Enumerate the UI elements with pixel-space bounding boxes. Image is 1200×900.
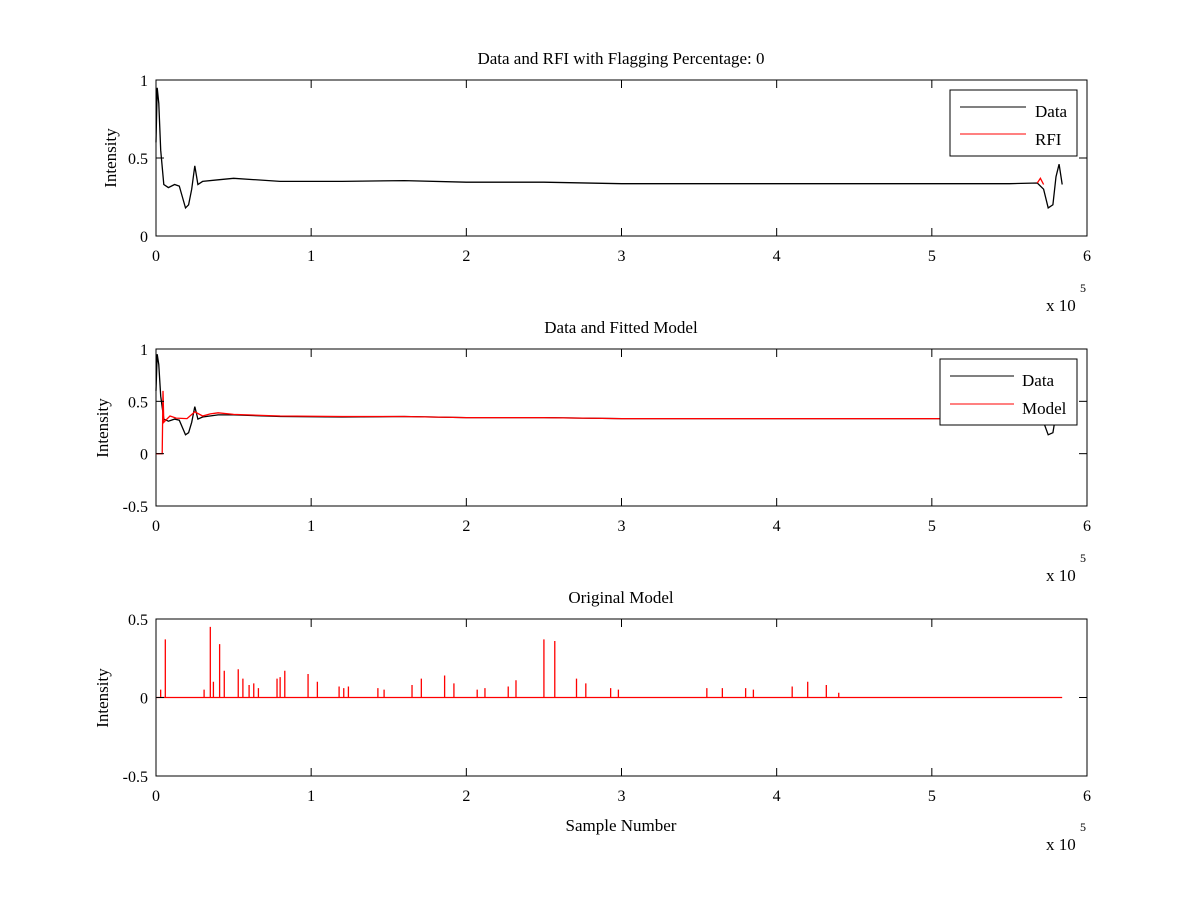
chart-3-ticks: 0 1 2 3 4 5 6-0.500.5	[123, 612, 1091, 805]
chart-1-ylabel: Intensity	[101, 128, 120, 188]
chart-3-ytick-label: -0.5	[123, 769, 148, 786]
chart-3-x-multiplier: x 10 5	[1046, 820, 1086, 854]
chart-2-legend: Data Model	[939, 358, 1078, 426]
chart-2-ytick-label: -0.5	[123, 499, 148, 516]
chart-2-legend-label-data: Data	[1022, 371, 1055, 390]
chart-1-ytick-label: 1	[140, 73, 148, 90]
chart-2-legend-box	[939, 358, 1078, 426]
chart-2-x-multiplier-exponent: 5	[1080, 551, 1086, 565]
chart-1-legend: Data RFI	[949, 89, 1078, 157]
chart-2-series-model-line	[156, 390, 1063, 455]
chart-1-data-layer	[155, 87, 1063, 210]
chart-3-title: Original Model	[568, 588, 674, 607]
chart-1-legend-box	[949, 89, 1078, 157]
chart-panel-2: 0 1 2 3 4 5 6-0.500.51 Data and Fitted Model I…	[93, 318, 1091, 585]
chart-3-x-multiplier-exponent: 5	[1080, 820, 1086, 834]
chart-1-axes-box	[155, 79, 1088, 237]
chart-3-xtick-label: 1	[307, 788, 315, 805]
chart-1-legend-label-data: Data	[1035, 102, 1068, 121]
chart-3-xtick-label: 4	[773, 788, 781, 805]
chart-1-xtick-label: 1	[307, 248, 315, 265]
chart-2-ytick-label: 0.5	[128, 394, 148, 411]
chart-3-xtick-label: 3	[618, 788, 626, 805]
chart-2-x-multiplier-base: x 10	[1046, 566, 1076, 585]
chart-1-xtick-label: 0	[152, 248, 160, 265]
chart-3-xtick-label: 2	[462, 788, 470, 805]
chart-2-title: Data and Fitted Model	[544, 318, 698, 337]
chart-2-xtick-label: 3	[618, 518, 626, 535]
chart-2-x-multiplier: x 10 5	[1046, 551, 1086, 585]
chart-1-xtick-label: 6	[1083, 248, 1091, 265]
chart-panel-3: 0 1 2 3 4 5 6-0.500.5 Original Model Intensity…	[93, 588, 1091, 854]
chart-3-series-model-line	[156, 626, 1063, 699]
chart-1-ticks: 0 1 2 3 4 5 6 0 0.5 1	[128, 73, 1091, 265]
chart-2-xtick-label: 2	[462, 518, 470, 535]
chart-3-xtick-label: 0	[152, 788, 160, 805]
chart-2-xtick-label: 0	[152, 518, 160, 535]
chart-1-xtick-label: 3	[618, 248, 626, 265]
chart-1-xtick-label: 5	[928, 248, 936, 265]
chart-2-ylabel: Intensity	[93, 398, 112, 458]
chart-2-ytick-label: 0	[140, 447, 148, 464]
chart-1-ytick-label: 0	[140, 229, 148, 246]
chart-1-x-multiplier-base: x 10	[1046, 296, 1076, 315]
chart-1-title: Data and RFI with Flagging Percentage: 0	[477, 49, 764, 68]
chart-3-xlabel: Sample Number	[566, 816, 677, 835]
chart-3-ytick-label: 0.5	[128, 612, 148, 629]
chart-3-xtick-label: 6	[1083, 788, 1091, 805]
chart-2-xtick-label: 5	[928, 518, 936, 535]
chart-3-xtick-label: 5	[928, 788, 936, 805]
chart-3-data-layer	[156, 626, 1063, 699]
chart-2-xtick-label: 1	[307, 518, 315, 535]
chart-2-xtick-label: 6	[1083, 518, 1091, 535]
chart-2-ticks: 0 1 2 3 4 5 6-0.500.51	[123, 342, 1091, 535]
chart-2-xtick-label: 4	[773, 518, 781, 535]
chart-1-x-multiplier-exponent: 5	[1080, 281, 1086, 295]
chart-3-ytick-label: 0	[140, 691, 148, 708]
chart-2-ytick-label: 1	[140, 342, 148, 359]
chart-2-legend-label-model: Model	[1022, 399, 1067, 418]
chart-3-x-multiplier-base: x 10	[1046, 835, 1076, 854]
chart-1-xtick-label: 2	[462, 248, 470, 265]
chart-2-axes-box	[155, 348, 1088, 507]
chart-1-series-rfi-line	[1036, 177, 1045, 185]
chart-1-legend-label-rfi: RFI	[1035, 130, 1062, 149]
chart-1-ytick-label: 0.5	[128, 151, 148, 168]
chart-1-series-data-line	[155, 87, 1063, 210]
chart-panel-1: 0 1 2 3 4 5 6 0 0.5 1 Data and RFI with Flagging …	[101, 49, 1091, 315]
chart-1-x-multiplier: x 10 5	[1046, 281, 1086, 315]
chart-1-xtick-label: 4	[773, 248, 781, 265]
chart-3-ylabel: Intensity	[93, 668, 112, 728]
